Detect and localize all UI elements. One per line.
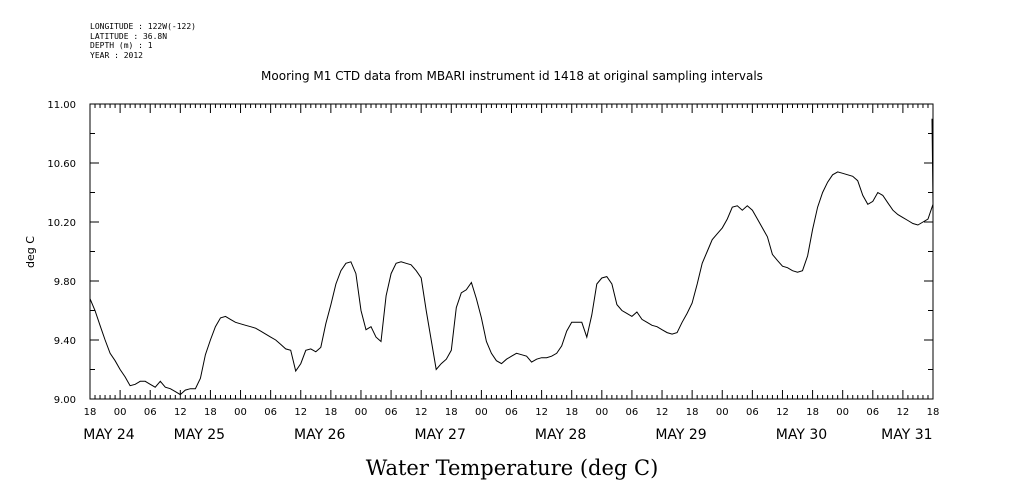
x-hour-label: 00 <box>475 407 488 418</box>
y-tick-label: 9.80 <box>54 277 76 288</box>
x-hour-label: 12 <box>294 407 307 418</box>
x-date-label: MAY 29 <box>655 427 706 443</box>
x-date-label: MAY 28 <box>535 427 586 443</box>
x-hour-label: 12 <box>535 407 548 418</box>
x-date-label: MAY 27 <box>414 427 465 443</box>
plot-frame <box>89 103 934 400</box>
x-hour-label: 00 <box>716 407 729 418</box>
metadata-latitude: LATITUDE : 36.8N <box>90 31 168 41</box>
x-date-label: MAY 31 <box>881 427 932 443</box>
y-tick-label: 11.00 <box>47 100 76 111</box>
x-hour-label: 18 <box>204 407 217 418</box>
x-hour-label: 18 <box>927 407 940 418</box>
x-hour-label: 12 <box>897 407 910 418</box>
x-hour-label: 12 <box>776 407 789 418</box>
y-axis-label: deg C <box>24 236 37 268</box>
y-tick-label: 9.00 <box>54 395 76 406</box>
x-hour-label: 06 <box>626 407 639 418</box>
temperature-line <box>89 118 934 396</box>
x-hour-label: 06 <box>746 407 759 418</box>
x-hour-label: 06 <box>505 407 518 418</box>
x-hour-label: 12 <box>174 407 187 418</box>
x-hour-label: 18 <box>84 407 97 418</box>
x-hour-label: 18 <box>565 407 578 418</box>
metadata-year: YEAR : 2012 <box>90 50 143 60</box>
x-hour-label: 12 <box>656 407 669 418</box>
x-hour-label: 18 <box>445 407 458 418</box>
x-hour-label: 18 <box>324 407 337 418</box>
metadata-longitude: LONGITUDE : 122W(-122) <box>90 22 196 31</box>
x-date-label: MAY 26 <box>294 427 345 443</box>
x-hour-label: 00 <box>595 407 608 418</box>
x-date-label: MAY 25 <box>174 427 225 443</box>
x-hour-label: 00 <box>114 407 127 418</box>
x-hour-label: 06 <box>144 407 157 418</box>
chart-title: Mooring M1 CTD data from MBARI instrumen… <box>261 69 763 83</box>
x-hour-label: 00 <box>836 407 849 418</box>
y-tick-label: 9.40 <box>54 336 76 347</box>
x-hour-label: 18 <box>686 407 699 418</box>
axes-layer: 9.00 9.40 9.80 10.20 10.60 11.00 18 00 06 12 18 00 0… <box>47 100 939 443</box>
x-hour-label: 12 <box>415 407 428 418</box>
x-hour-label: 00 <box>355 407 368 418</box>
y-tick-label: 10.20 <box>47 218 76 229</box>
x-hour-label: 00 <box>234 407 247 418</box>
x-date-label: MAY 30 <box>776 427 827 443</box>
x-hour-label: 06 <box>385 407 398 418</box>
x-axis-label: Water Temperature (deg C) <box>366 456 659 480</box>
x-date-label: MAY 24 <box>83 427 134 443</box>
x-hour-label: 06 <box>866 407 879 418</box>
x-hour-label: 06 <box>264 407 277 418</box>
x-hour-label: 18 <box>806 407 819 418</box>
metadata-block: LONGITUDE : 122W(-122) LATITUDE : 36.8N … <box>90 22 196 60</box>
y-tick-label: 10.60 <box>47 159 76 170</box>
metadata-depth: DEPTH (m) : 1 <box>90 41 153 50</box>
